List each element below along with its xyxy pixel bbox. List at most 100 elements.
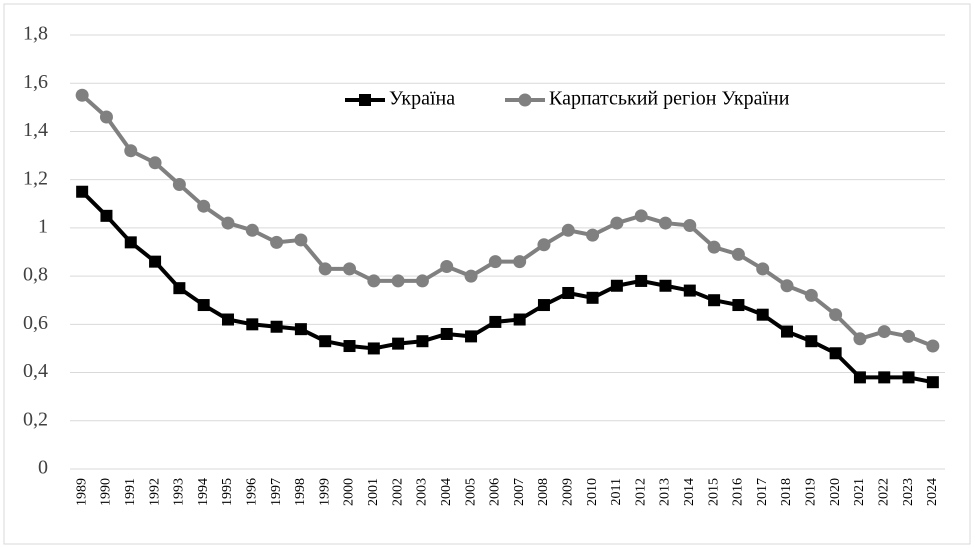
marker	[391, 274, 405, 288]
x-tick-label: 2017	[755, 478, 770, 506]
marker	[148, 156, 162, 170]
marker	[464, 269, 478, 283]
marker	[926, 339, 940, 353]
marker	[829, 347, 842, 360]
legend-marker	[518, 93, 532, 107]
marker	[829, 308, 843, 322]
marker	[197, 199, 211, 213]
legend-label: Україна	[389, 88, 455, 110]
marker	[76, 185, 89, 198]
marker	[245, 223, 259, 237]
x-tick-label: 1991	[123, 478, 138, 506]
chart-border	[3, 3, 971, 545]
marker	[780, 279, 794, 293]
marker	[537, 299, 550, 312]
marker	[731, 247, 745, 261]
marker	[75, 88, 89, 102]
marker	[318, 262, 332, 276]
marker	[319, 335, 332, 348]
marker	[149, 255, 162, 268]
marker	[246, 318, 259, 331]
x-tick-label: 1995	[220, 478, 235, 506]
marker	[805, 335, 818, 348]
marker	[99, 110, 113, 124]
marker	[562, 286, 575, 299]
x-tick-label: 1992	[147, 478, 162, 506]
x-tick-label: 2022	[876, 478, 891, 506]
x-tick-label: 2002	[390, 478, 405, 506]
marker	[392, 337, 405, 350]
marker	[415, 274, 429, 288]
x-tick-label: 2003	[415, 478, 430, 506]
y-tick-label: 0	[38, 457, 48, 479]
x-tick-label: 2011	[609, 478, 624, 505]
x-tick-label: 1999	[317, 478, 332, 506]
marker	[488, 255, 502, 269]
x-tick-label: 1996	[245, 478, 260, 506]
marker	[781, 325, 794, 338]
y-tick-label: 1,6	[23, 71, 48, 93]
marker	[902, 329, 916, 343]
marker	[658, 216, 672, 230]
x-tick-label: 2014	[682, 478, 697, 506]
marker	[416, 335, 429, 348]
marker	[513, 313, 526, 326]
marker	[124, 236, 137, 249]
y-tick-label: 1	[38, 215, 48, 237]
marker	[561, 223, 575, 237]
x-tick-label: 1998	[293, 478, 308, 506]
x-tick-label: 2010	[585, 478, 600, 506]
marker	[465, 330, 478, 343]
marker	[707, 240, 721, 254]
y-tick-label: 1,4	[23, 119, 48, 141]
y-tick-label: 0,8	[23, 264, 48, 286]
marker	[853, 371, 866, 384]
x-tick-label: 2020	[828, 478, 843, 506]
marker	[489, 315, 502, 328]
marker	[804, 288, 818, 302]
x-tick-label: 2016	[731, 478, 746, 506]
marker	[270, 235, 284, 249]
x-tick-label: 2001	[366, 478, 381, 506]
x-tick-label: 1993	[172, 478, 187, 506]
x-tick-label: 2004	[439, 478, 454, 506]
marker	[586, 228, 600, 242]
marker	[683, 284, 696, 297]
marker	[221, 313, 234, 326]
marker	[513, 255, 527, 269]
marker	[732, 299, 745, 312]
marker	[124, 144, 138, 158]
x-tick-label: 2000	[342, 478, 357, 506]
marker	[537, 238, 551, 252]
x-tick-label: 2019	[804, 478, 819, 506]
marker	[708, 294, 721, 307]
marker	[343, 262, 357, 276]
y-tick-label: 0,2	[23, 408, 48, 430]
x-tick-label: 2015	[706, 478, 721, 506]
legend-marker	[359, 94, 371, 106]
x-tick-label: 2012	[633, 478, 648, 506]
x-tick-label: 1989	[74, 478, 89, 506]
marker	[294, 233, 308, 247]
marker	[926, 376, 939, 389]
marker	[634, 209, 648, 223]
marker	[440, 259, 454, 273]
marker	[902, 371, 915, 384]
marker	[610, 216, 624, 230]
x-tick-label: 1997	[269, 478, 284, 506]
x-tick-label: 2006	[488, 478, 503, 506]
marker	[221, 216, 235, 230]
y-tick-label: 1,2	[23, 167, 48, 189]
marker	[683, 218, 697, 232]
x-tick-label: 2024	[925, 478, 940, 506]
x-tick-label: 2005	[463, 478, 478, 506]
marker	[197, 299, 210, 312]
marker	[853, 332, 867, 346]
x-tick-label: 2008	[536, 478, 551, 506]
marker	[756, 308, 769, 321]
marker	[877, 325, 891, 339]
marker	[172, 177, 186, 191]
marker	[440, 327, 453, 340]
x-tick-label: 2009	[560, 478, 575, 506]
